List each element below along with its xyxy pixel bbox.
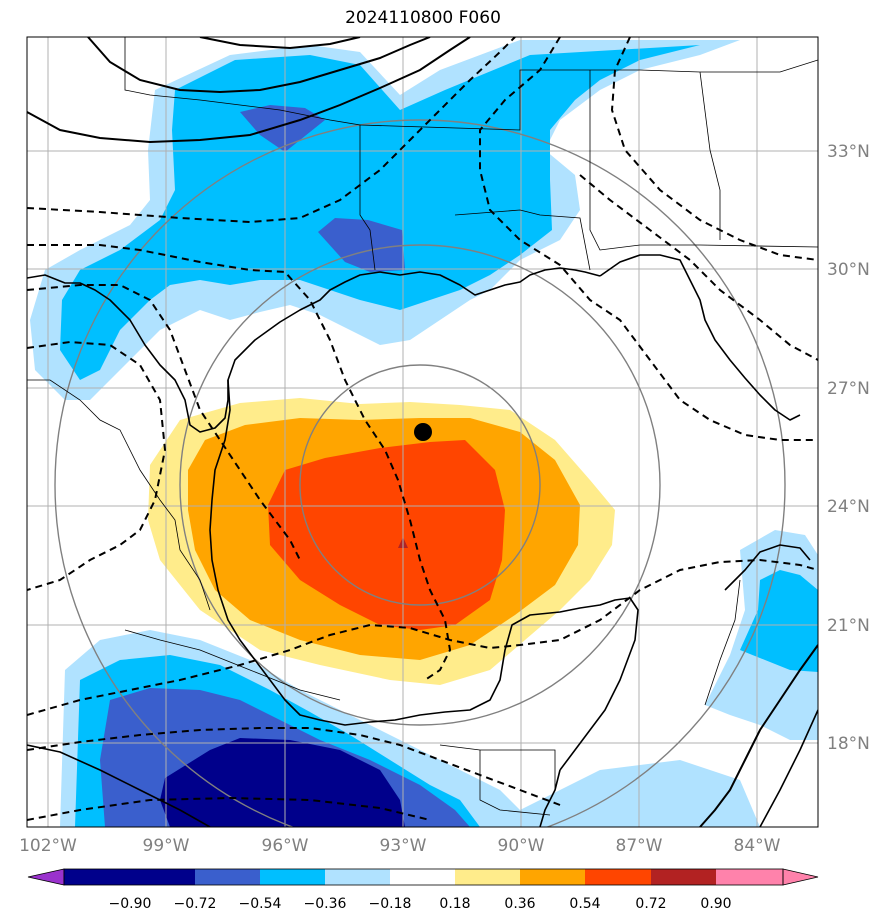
lon-tick-label: 99°W: [143, 836, 190, 856]
lon-tick-label: 96°W: [262, 836, 309, 856]
map-frame: [26, 36, 819, 828]
storm-center-marker: [414, 423, 432, 441]
florida-coast: [599, 254, 801, 421]
fill-royal-blue-north-1: [240, 105, 325, 152]
colorbar-label: −0.54: [239, 896, 282, 912]
gridlines: [27, 37, 818, 827]
colorbar-swatch: [130, 869, 195, 885]
colorbar-swatch: [651, 869, 716, 885]
fill-deep-sky-blue-east: [740, 570, 818, 672]
colorbar-swatch: [390, 869, 455, 885]
gulf-coast-north: [27, 267, 601, 433]
colorbar-max-extend: [782, 868, 819, 886]
colorbar-label: 0.72: [635, 896, 666, 912]
fill-royal-blue-north-2: [318, 218, 405, 272]
lat-tick-label: 33°N: [827, 142, 870, 162]
colorbar-label: −0.72: [174, 896, 217, 912]
colorbar-label: 0.36: [504, 896, 535, 912]
colorbar-label: −0.36: [304, 896, 347, 912]
longitude-axis: 102°W 99°W 96°W 93°W 90°W 87°W 84°W: [19, 836, 781, 856]
colorbar-label: −0.18: [369, 896, 412, 912]
colorbar-label: 0.54: [569, 896, 600, 912]
colorbar-swatch: [195, 869, 260, 885]
cuba-coast: [724, 544, 811, 591]
colorbar-swatch: [260, 869, 325, 885]
lat-tick-label: 24°N: [827, 497, 870, 517]
colorbar-swatch: [455, 869, 520, 885]
lon-tick-label: 84°W: [734, 836, 781, 856]
colorbar: −0.90 −0.72 −0.54 −0.36 −0.18 0.18 0.36 …: [27, 868, 819, 912]
colorbar-label: 0.18: [439, 896, 470, 912]
lon-tick-label: 93°W: [380, 836, 427, 856]
lat-tick-label: 21°N: [827, 616, 870, 636]
lat-tick-label: 30°N: [827, 260, 870, 280]
map-title: 2024110800 F060: [345, 8, 501, 28]
dashed-contours: [27, 37, 818, 821]
coastlines: [27, 254, 818, 827]
lon-tick-label: 87°W: [616, 836, 663, 856]
lon-tick-label: 102°W: [19, 836, 77, 856]
solid-contours: [27, 37, 818, 827]
colorbar-swatch: [64, 869, 130, 885]
mexico-pacific-coast: [27, 744, 211, 827]
lon-tick-label: 90°W: [498, 836, 545, 856]
lat-tick-label: 27°N: [827, 379, 870, 399]
fill-deep-sky-blue-north: [60, 45, 700, 380]
map-plot-area: [27, 37, 818, 827]
yucatan-east: [539, 769, 561, 827]
colorbar-min-extend: [27, 868, 65, 886]
colorbar-swatch: [325, 869, 390, 885]
colorbar-outline: [63, 868, 784, 886]
fill-orange-red: [268, 440, 505, 630]
colorbar-label: 0.90: [700, 896, 731, 912]
colorbar-swatch: [716, 869, 783, 885]
colorbar-swatch: [585, 869, 651, 885]
lat-tick-label: 18°N: [827, 734, 870, 754]
colorbar-swatch: [520, 869, 585, 885]
political-borders: [27, 37, 818, 816]
gulf-coast-texas-mexico: [209, 379, 639, 771]
latitude-axis: 33°N 30°N 27°N 24°N 21°N 18°N: [827, 142, 870, 754]
range-rings: [54, 119, 786, 827]
central-america-coast: [759, 709, 818, 827]
colorbar-label: −0.90: [109, 896, 152, 912]
